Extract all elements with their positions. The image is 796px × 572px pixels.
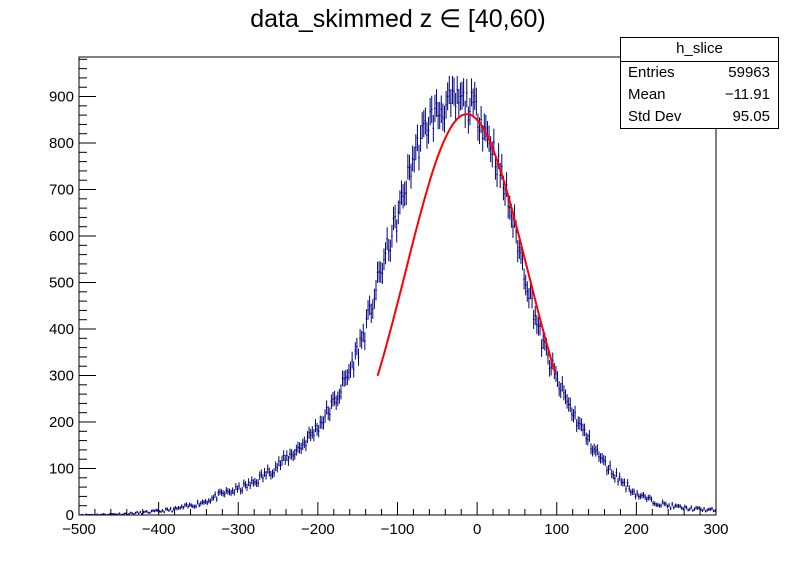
y-tick-label: 500 bbox=[49, 275, 74, 292]
y-tick-label: 200 bbox=[49, 414, 74, 431]
y-tick-label: 400 bbox=[49, 321, 74, 338]
stats-label: Std Dev bbox=[628, 108, 682, 125]
stats-value: 59963 bbox=[728, 64, 770, 81]
y-tick-label: 900 bbox=[49, 89, 74, 106]
x-tick-label: 300 bbox=[703, 521, 728, 538]
stats-box-title: h_slice bbox=[621, 38, 778, 62]
y-tick-label: 300 bbox=[49, 368, 74, 385]
x-tick-label: 100 bbox=[544, 521, 569, 538]
stats-label: Entries bbox=[628, 64, 675, 81]
stats-box: h_slice Entries 59963 Mean −11.91 Std De… bbox=[620, 37, 779, 129]
stats-row-entries: Entries 59963 bbox=[621, 62, 778, 84]
y-tick-label: 0 bbox=[66, 507, 74, 524]
x-tick-label: −400 bbox=[142, 521, 176, 538]
chart-title: data_skimmed z ∈ [40,60) bbox=[250, 5, 546, 33]
x-tick-label: −100 bbox=[381, 521, 415, 538]
stats-label: Mean bbox=[628, 86, 666, 103]
x-tick-label: 200 bbox=[624, 521, 649, 538]
stats-value: 95.05 bbox=[732, 108, 770, 125]
gaussian-fit-curve bbox=[376, 113, 557, 377]
y-tick-label: 100 bbox=[49, 461, 74, 478]
stats-value: −11.91 bbox=[724, 86, 770, 103]
x-tick-label: −500 bbox=[62, 521, 96, 538]
stats-row-stddev: Std Dev 95.05 bbox=[621, 106, 778, 128]
y-tick-label: 800 bbox=[49, 135, 74, 152]
x-tick-label: 0 bbox=[473, 521, 481, 538]
y-tick-label: 700 bbox=[49, 182, 74, 199]
stats-row-mean: Mean −11.91 bbox=[621, 84, 778, 106]
y-tick-label: 600 bbox=[49, 228, 74, 245]
x-tick-label: −200 bbox=[301, 521, 335, 538]
x-tick-label: −300 bbox=[221, 521, 255, 538]
